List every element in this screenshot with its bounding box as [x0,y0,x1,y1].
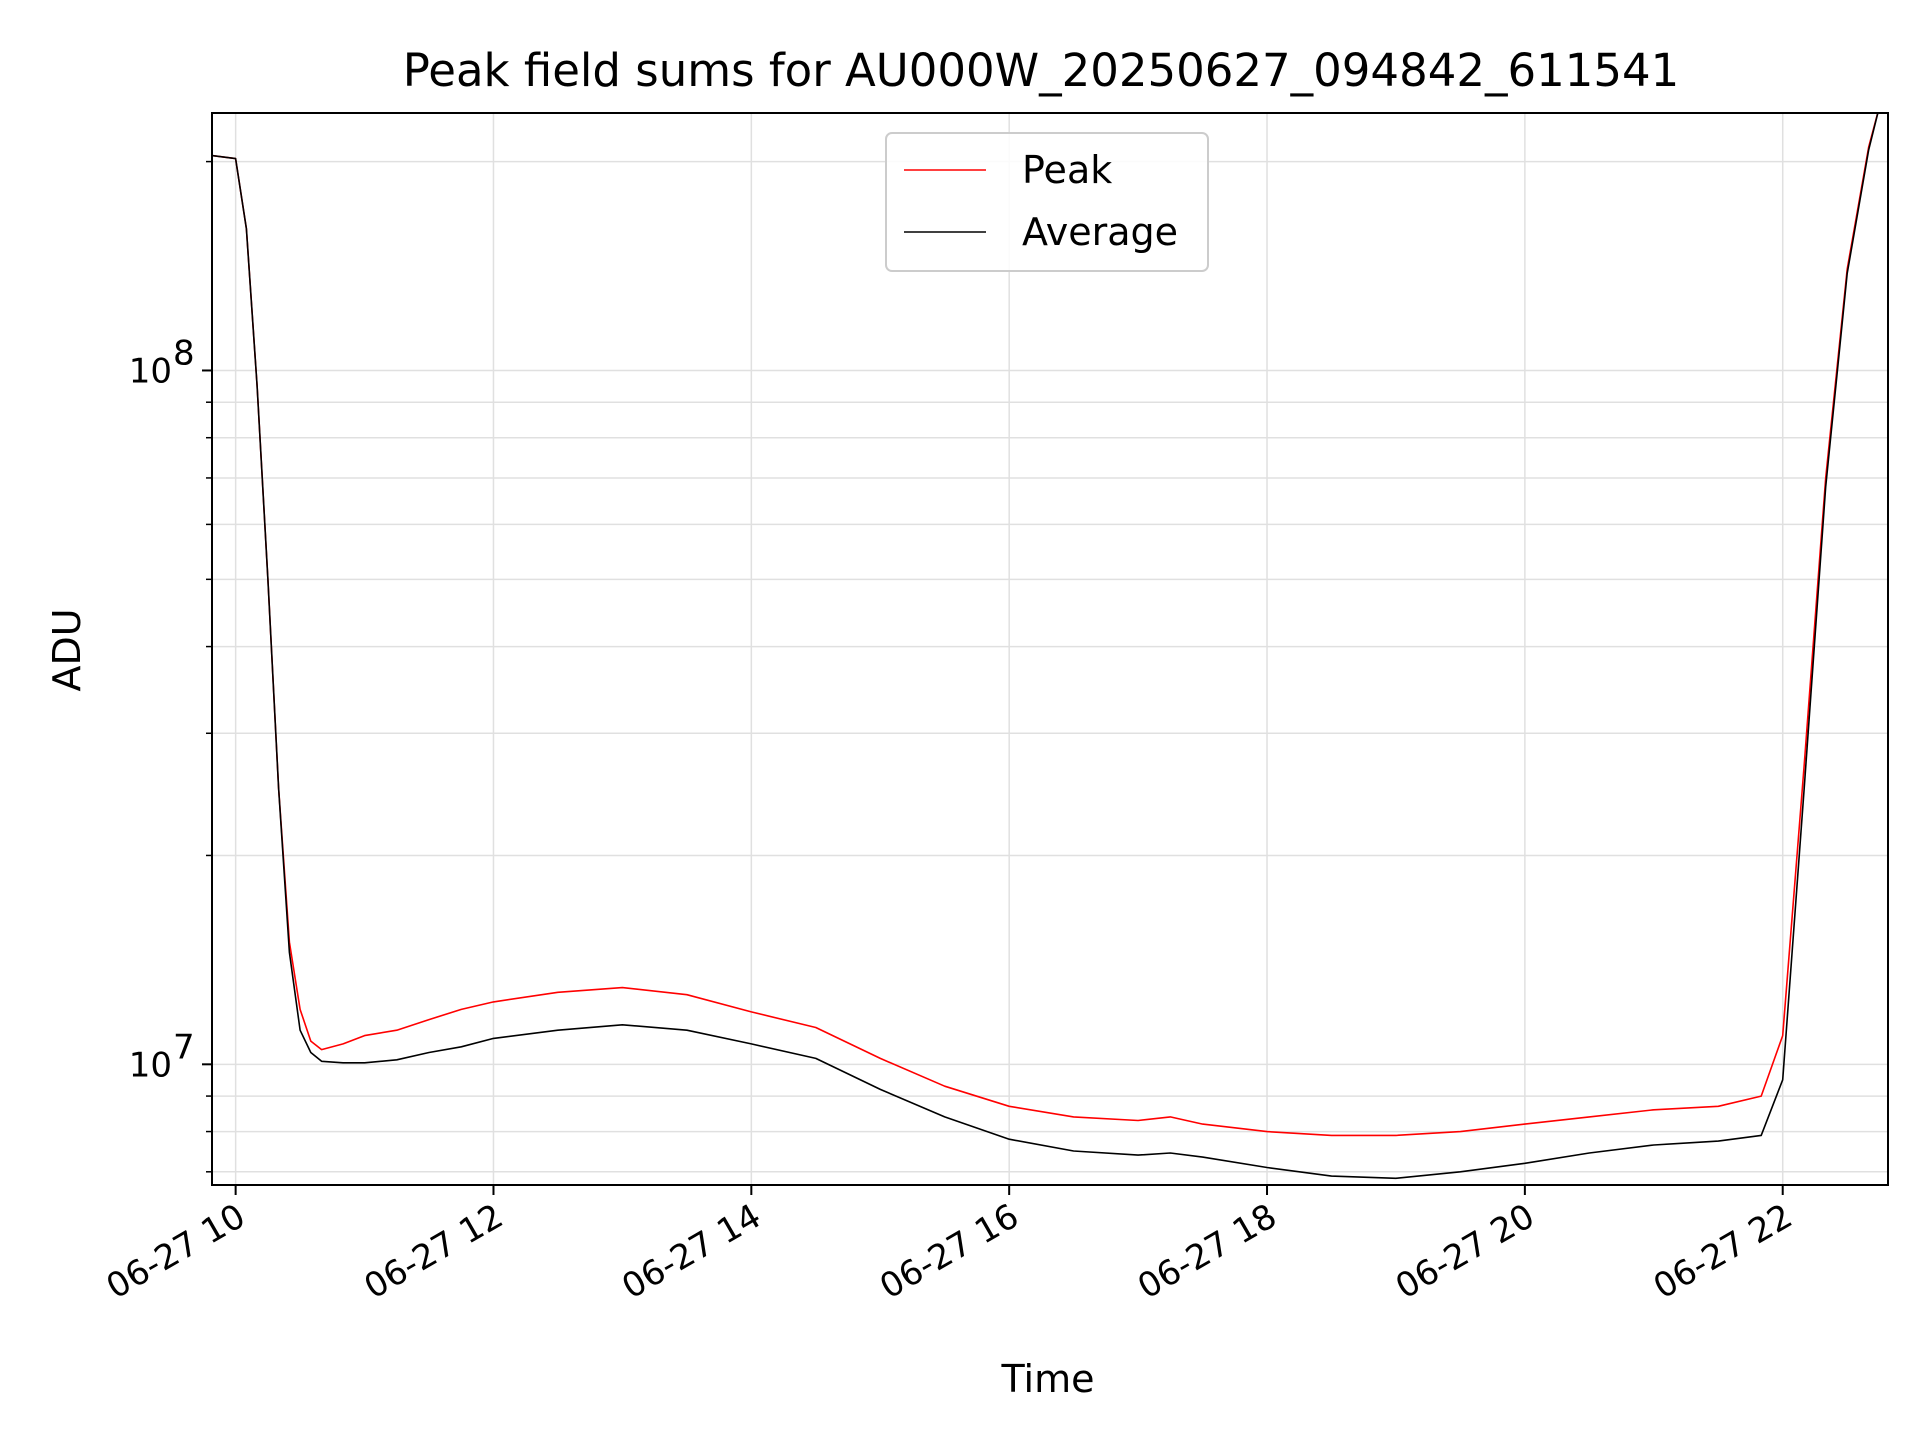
grid [212,113,1888,1185]
legend-label-average: Average [1022,210,1178,254]
plot-frame [211,112,1889,1186]
y-tick-label: 10 [129,351,172,391]
legend: Peak Average [885,132,1209,272]
y-axis-label: ADU [45,608,89,691]
y-tick-exponent: 8 [173,333,195,373]
y-tick-exponent: 7 [173,1027,195,1067]
legend-box [885,132,1209,272]
series-line-peak [212,113,1879,1137]
legend-label-peak: Peak [1022,148,1112,192]
plot-lines [212,113,1879,1180]
x-axis-label: Time [1001,1357,1095,1401]
y-tick-label: 10 [129,1045,172,1085]
chart-title: Peak field sums for AU000W_20250627_0948… [403,44,1680,97]
series-line-average [212,113,1879,1180]
